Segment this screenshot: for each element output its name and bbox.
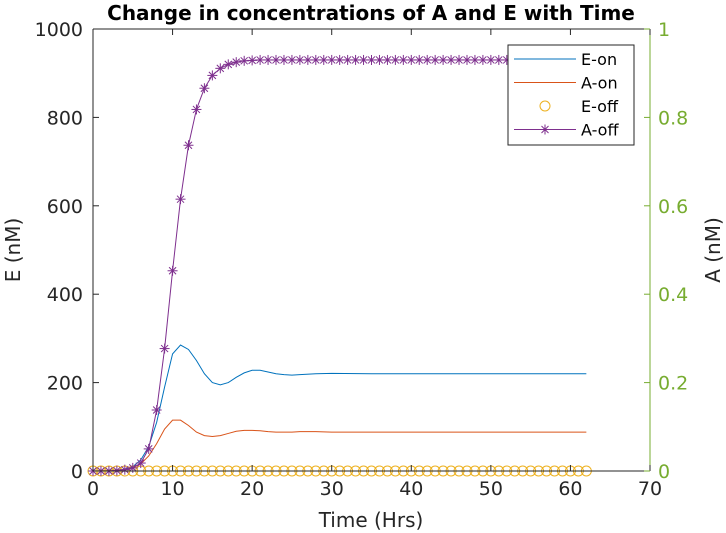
y-right-tick-label: 1 bbox=[658, 19, 670, 41]
legend-item-a-on: A-on bbox=[514, 74, 618, 93]
axes-layer: 0 10 20 30 40 50 60 700200400600800100000.20.40… bbox=[35, 19, 689, 500]
y-left-tick-label: 200 bbox=[47, 373, 83, 395]
x-tick-label: 60 bbox=[558, 478, 582, 500]
series-a-off-point bbox=[223, 59, 234, 70]
series-a-off-point bbox=[175, 194, 186, 205]
series-a-off-point bbox=[167, 265, 178, 276]
series-e-on-line bbox=[92, 344, 587, 472]
legend-item-a-off-label: A-off bbox=[581, 121, 619, 140]
chart-title: Change in concentrations of A and E with… bbox=[107, 1, 635, 25]
series-a-off-point bbox=[326, 54, 337, 65]
y-left-tick-label: 400 bbox=[47, 284, 83, 306]
legend-item-a-off-marker bbox=[540, 124, 550, 135]
y-left-tick-label: 0 bbox=[71, 461, 83, 483]
y-right-tick-label: 0.8 bbox=[658, 107, 688, 129]
legend-item-a-off: A-off bbox=[514, 121, 619, 140]
series-a-off-point bbox=[366, 54, 377, 65]
legend-item-e-off-label: E-off bbox=[581, 97, 619, 116]
y-right-tick-label: 0.4 bbox=[658, 284, 688, 306]
series-a-off-point bbox=[485, 54, 496, 65]
legend-item-e-off-marker bbox=[539, 100, 551, 112]
y-left-tick-label: 800 bbox=[47, 107, 83, 129]
legend-box bbox=[507, 44, 635, 146]
series-a-off-point bbox=[119, 464, 130, 475]
y-right-tick-label: 0 bbox=[658, 461, 670, 483]
series-a-off-point bbox=[151, 405, 162, 416]
series-a-off-point bbox=[358, 54, 369, 65]
series-a-off-point bbox=[199, 83, 210, 94]
legend-item-e-on: E-on bbox=[514, 50, 617, 69]
series-a-off bbox=[88, 54, 592, 476]
y-right-tick-label: 0.2 bbox=[658, 373, 688, 395]
y-axis-left-label: E (nM) bbox=[1, 218, 25, 283]
series-a-off-point bbox=[183, 140, 194, 151]
series-a-off-point bbox=[143, 443, 154, 454]
legend: E-on A-on E-off A-off bbox=[507, 44, 635, 146]
x-axis-label: Time (Hrs) bbox=[318, 508, 424, 532]
legend-item-e-on-label: E-on bbox=[581, 50, 617, 69]
x-tick-label: 20 bbox=[240, 478, 264, 500]
series-a-off-point bbox=[286, 54, 297, 65]
x-tick-label: 40 bbox=[399, 478, 423, 500]
y-left-tick-label: 1000 bbox=[35, 19, 83, 41]
x-tick-label: 30 bbox=[320, 478, 344, 500]
series-a-off-point bbox=[207, 70, 218, 81]
series-a-off-point bbox=[135, 458, 146, 469]
series-a-off-point bbox=[294, 54, 305, 65]
series-a-off-point bbox=[159, 343, 170, 354]
y-left-tick-label: 600 bbox=[47, 196, 83, 218]
x-tick-label: 50 bbox=[479, 478, 503, 500]
series-a-on bbox=[92, 419, 587, 472]
y-axis-right-label: A (nM) bbox=[701, 217, 725, 283]
series-a-off-point bbox=[469, 54, 480, 65]
series-e-on bbox=[92, 344, 587, 472]
x-tick-label: 70 bbox=[638, 478, 662, 500]
legend-item-e-off: E-off bbox=[539, 97, 619, 116]
series-a-off-point bbox=[231, 57, 242, 68]
y-right-tick-label: 0.6 bbox=[658, 196, 688, 218]
series-a-off-point bbox=[191, 104, 202, 115]
series-a-off-point bbox=[446, 54, 457, 65]
x-tick-label: 0 bbox=[87, 478, 99, 500]
legend-item-a-on-label: A-on bbox=[581, 74, 618, 93]
x-tick-label: 10 bbox=[160, 478, 184, 500]
series-a-off-point bbox=[215, 63, 226, 74]
series-a-on-line bbox=[92, 419, 587, 472]
